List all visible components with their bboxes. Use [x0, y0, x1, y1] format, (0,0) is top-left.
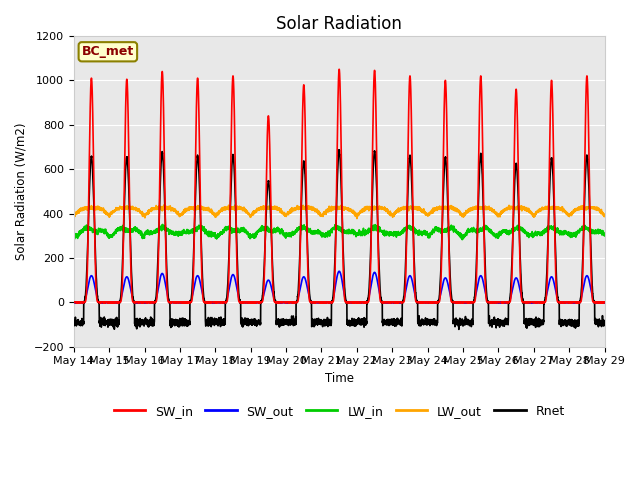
SW_in [600, 300, 608, 305]
Rnet [335, 147, 343, 153]
LW_out [165, 204, 173, 210]
Rnet [601, 319, 609, 325]
SW_in [488, 300, 496, 305]
Rnet [488, 322, 496, 328]
SW_out [429, 300, 436, 305]
LW_out [353, 216, 361, 221]
SW_in [601, 300, 609, 305]
Line: Rnet: Rnet [74, 150, 605, 329]
LW_in [600, 231, 608, 237]
Rnet [455, 326, 463, 332]
Line: LW_out: LW_out [74, 205, 605, 218]
SW_in [429, 300, 436, 305]
LW_out [600, 211, 608, 217]
Rnet [429, 317, 436, 323]
LW_in [70, 235, 77, 240]
Y-axis label: Solar Radiation (W/m2): Solar Radiation (W/m2) [15, 122, 28, 260]
SW_in [458, 300, 466, 305]
Text: BC_met: BC_met [82, 45, 134, 58]
SW_in [177, 300, 184, 306]
SW_out [165, 300, 173, 306]
LW_in [458, 236, 466, 242]
Title: Solar Radiation: Solar Radiation [276, 15, 402, 33]
LW_in [159, 222, 166, 228]
X-axis label: Time: Time [324, 372, 354, 385]
LW_out [70, 212, 77, 218]
LW_in [429, 229, 436, 235]
Rnet [165, 299, 173, 304]
LW_in [319, 231, 327, 237]
SW_out [600, 300, 608, 305]
SW_out [458, 299, 466, 305]
Rnet [319, 318, 327, 324]
LW_out [601, 212, 609, 217]
SW_in [335, 66, 343, 72]
Rnet [70, 319, 77, 325]
SW_out [70, 300, 77, 305]
LW_out [488, 207, 496, 213]
Line: LW_in: LW_in [74, 225, 605, 240]
LW_out [429, 208, 436, 214]
SW_out [601, 300, 609, 305]
Line: SW_in: SW_in [74, 69, 605, 303]
Line: SW_out: SW_out [74, 271, 605, 303]
Rnet [458, 316, 466, 322]
LW_in [488, 231, 496, 237]
LW_in [601, 233, 609, 239]
LW_in [458, 237, 466, 242]
LW_out [161, 202, 168, 208]
SW_out [488, 300, 496, 305]
SW_in [319, 300, 327, 305]
SW_out [319, 300, 327, 305]
SW_out [99, 300, 106, 306]
LW_out [458, 213, 466, 218]
SW_in [165, 300, 173, 305]
LW_in [165, 228, 173, 233]
Rnet [600, 319, 608, 324]
Legend: SW_in, SW_out, LW_in, LW_out, Rnet: SW_in, SW_out, LW_in, LW_out, Rnet [109, 399, 570, 422]
LW_out [319, 212, 327, 218]
SW_out [335, 268, 343, 274]
SW_in [70, 300, 77, 305]
